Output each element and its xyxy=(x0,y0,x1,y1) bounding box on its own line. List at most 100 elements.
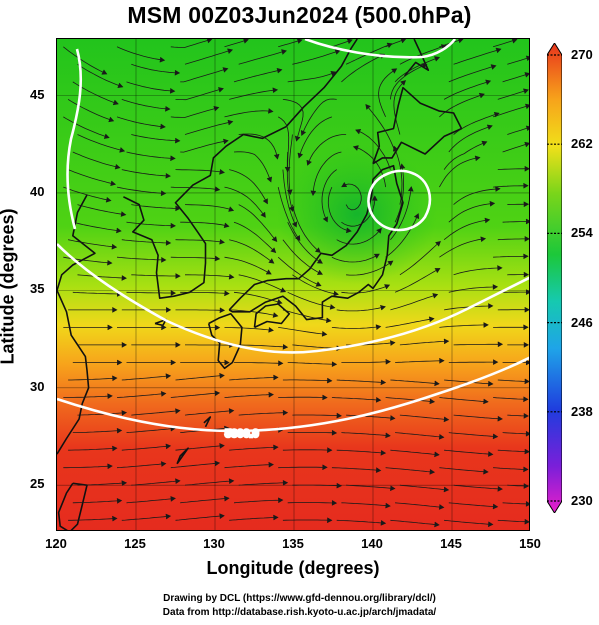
streamline-arrow xyxy=(525,218,529,225)
streamline-arrow xyxy=(228,273,235,280)
streamline-arrow xyxy=(219,169,225,175)
streamline xyxy=(278,327,327,335)
x-tick-label: 150 xyxy=(519,536,541,551)
streamline-arrow xyxy=(317,269,323,275)
y-tick-label: 45 xyxy=(30,86,45,102)
streamline-arrow xyxy=(487,521,494,527)
streamline-arrow xyxy=(474,155,481,162)
streamline-arrow xyxy=(161,257,167,263)
streamline xyxy=(234,362,283,364)
coastline xyxy=(57,194,96,455)
streamline-arrow xyxy=(224,290,230,297)
streamline xyxy=(307,134,347,166)
contour-label: 5800.0 xyxy=(225,428,259,440)
y-tick-label: 35 xyxy=(30,281,45,297)
streamline-arrow xyxy=(228,478,235,484)
streamline-arrow xyxy=(223,222,230,228)
streamline-arrow xyxy=(297,152,303,159)
streamline xyxy=(399,340,449,346)
streamline-arrow xyxy=(434,56,440,62)
streamline xyxy=(126,291,176,294)
streamline-arrow xyxy=(300,130,306,136)
streamline-arrow xyxy=(479,92,485,99)
streamline xyxy=(443,219,490,241)
streamline xyxy=(390,519,439,526)
streamline xyxy=(292,274,339,295)
streamline xyxy=(390,379,439,385)
streamline xyxy=(170,107,219,118)
streamline-arrow xyxy=(273,153,280,160)
streamline-arrow xyxy=(330,71,337,77)
streamline xyxy=(184,480,234,486)
streamline xyxy=(63,186,111,201)
streamline xyxy=(365,104,396,153)
streamline xyxy=(331,397,381,401)
streamline xyxy=(292,50,340,65)
streamline xyxy=(346,260,393,276)
streamline-arrow xyxy=(214,390,221,397)
streamline-arrow xyxy=(434,521,440,528)
streamline-arrow xyxy=(112,99,119,106)
coastline xyxy=(123,39,358,299)
streamline-arrow xyxy=(523,271,529,278)
colorbar-tick-label: 254 xyxy=(571,225,593,241)
streamline-arrow xyxy=(336,412,342,419)
x-tick-label: 125 xyxy=(124,536,146,551)
streamline xyxy=(131,410,180,416)
streamline xyxy=(502,221,529,223)
streamline-arrow xyxy=(223,138,229,145)
streamline-arrow xyxy=(121,342,128,348)
streamline xyxy=(126,81,175,92)
streamline-arrow xyxy=(326,447,333,453)
streamline-arrow xyxy=(160,190,167,196)
streamline-arrow xyxy=(170,222,176,229)
streamline-arrow xyxy=(281,49,287,55)
streamline xyxy=(292,204,321,253)
streamline xyxy=(184,121,233,135)
streamline xyxy=(390,186,412,240)
coastline xyxy=(57,482,88,530)
streamline xyxy=(385,318,434,328)
streamline-arrow xyxy=(175,342,181,348)
streamline-arrow xyxy=(428,316,435,323)
coastline xyxy=(203,416,212,428)
streamline xyxy=(224,256,272,275)
streamline xyxy=(175,239,225,243)
streamline xyxy=(184,410,234,416)
streamline-arrow xyxy=(219,513,225,519)
streamline-arrow xyxy=(487,451,494,457)
streamline-arrow xyxy=(380,305,386,311)
streamline xyxy=(175,515,225,521)
streamline xyxy=(224,464,274,469)
credit-drawing: Drawing by DCL (https://www.gfd-dennou.o… xyxy=(163,593,436,604)
streamline xyxy=(238,274,286,293)
map-title: MSM 00Z03Jun2024 (500.0hPa) xyxy=(127,2,472,28)
streamline xyxy=(170,462,220,469)
streamline xyxy=(298,116,333,158)
y-tick-label: 30 xyxy=(30,378,45,394)
streamline-arrow xyxy=(273,514,279,521)
streamline xyxy=(121,515,171,521)
streamline xyxy=(131,63,180,74)
streamline xyxy=(497,379,529,382)
streamline-arrow xyxy=(497,486,503,492)
streamline-arrow xyxy=(389,485,396,491)
streamline-arrow xyxy=(385,502,391,509)
streamline-arrow xyxy=(111,243,118,250)
streamline-arrow xyxy=(317,258,323,264)
credit-data: Data from http://database.rish.kyoto-u.a… xyxy=(162,607,437,618)
streamline-arrow xyxy=(374,253,380,259)
streamline-arrow xyxy=(280,287,287,293)
streamline xyxy=(448,502,498,508)
streamline xyxy=(327,186,351,232)
streamline-arrow xyxy=(414,213,420,219)
streamline xyxy=(390,294,438,311)
streamline xyxy=(180,497,229,504)
streamline xyxy=(277,256,321,287)
streamline xyxy=(492,105,529,118)
streamline-arrow xyxy=(438,504,445,510)
streamline xyxy=(439,397,488,403)
streamline xyxy=(72,151,120,169)
streamline-arrow xyxy=(271,236,278,243)
streamline-arrow xyxy=(273,444,279,451)
